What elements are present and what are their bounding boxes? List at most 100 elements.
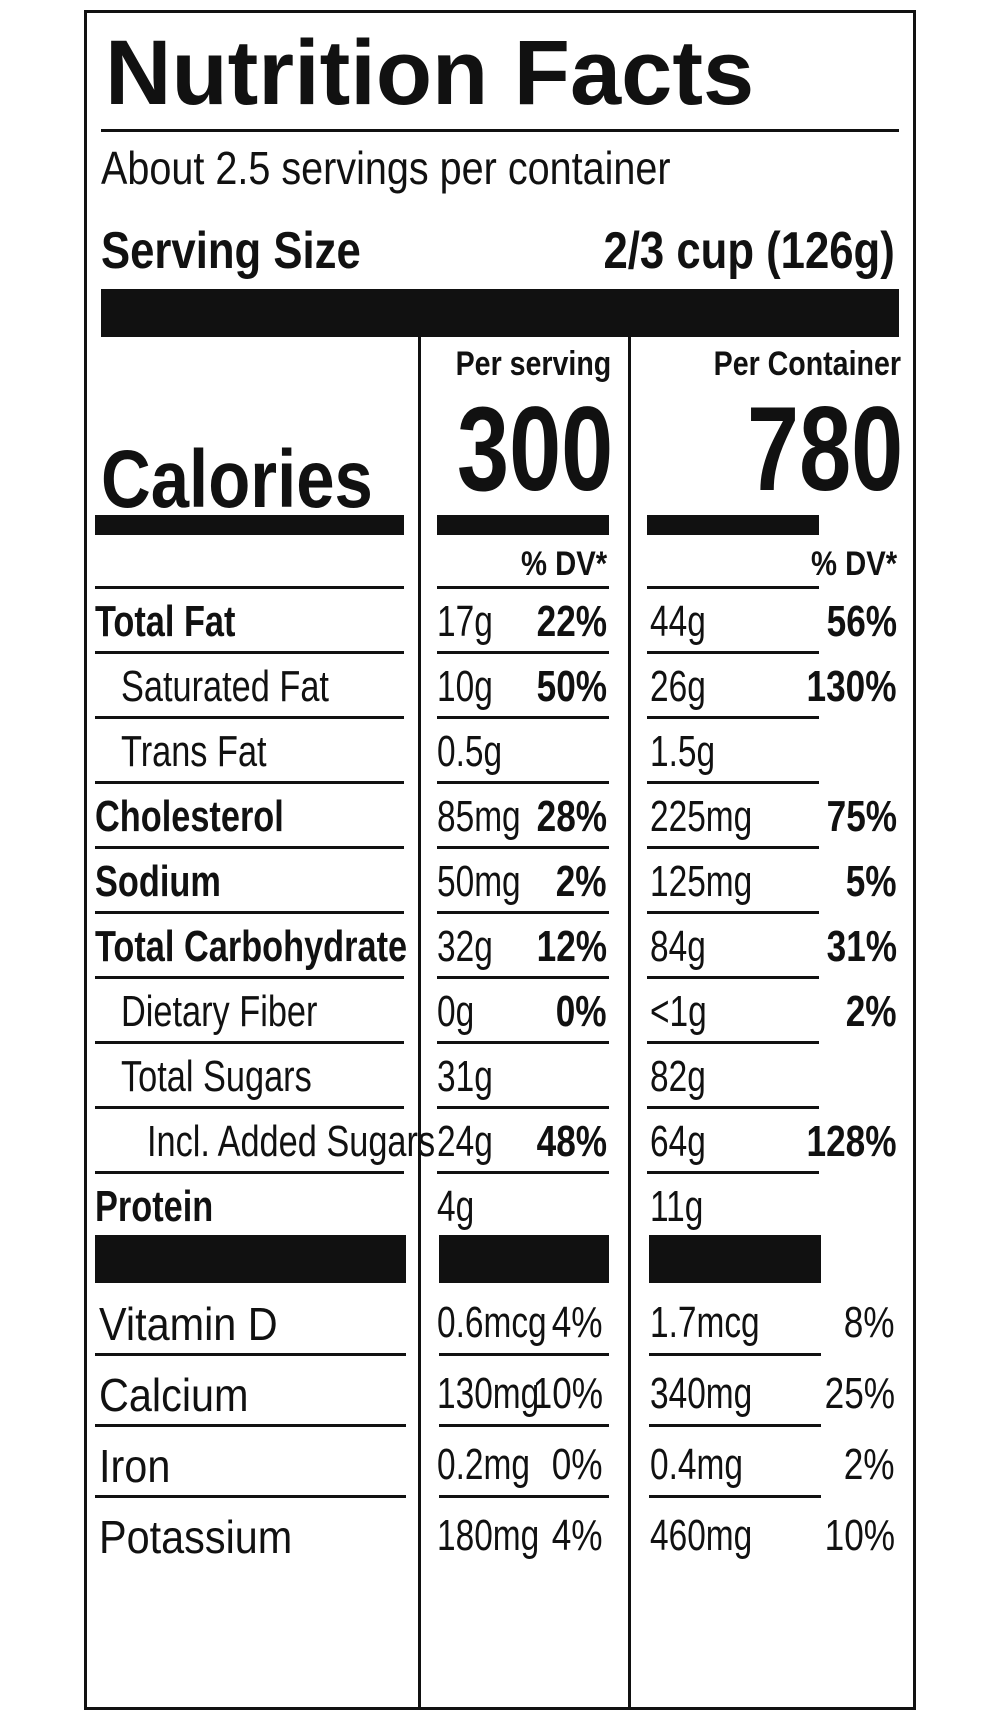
- vitamin-rule-serving: [439, 1353, 609, 1356]
- serving-dv: 28%: [536, 792, 607, 841]
- row-rule-container: [647, 716, 819, 719]
- vitamin-label: Calcium: [99, 1369, 249, 1421]
- calories-per-container: 780: [746, 382, 903, 516]
- container-amount: <1g: [650, 987, 707, 1036]
- row-rule-label: [95, 1106, 404, 1109]
- serving-amount: 10g: [437, 662, 493, 711]
- serving-dv: 12%: [536, 922, 607, 971]
- row-rule-label: [95, 716, 404, 719]
- vitamin-rule-serving: [439, 1495, 609, 1498]
- nutrient-label: Total Fat: [95, 597, 236, 646]
- calories-per-serving: 300: [456, 382, 613, 516]
- row-rule-serving: [437, 911, 609, 914]
- container-dv: 31%: [826, 922, 897, 971]
- container-amount: 1.5g: [650, 727, 716, 776]
- nutrition-facts-panel: Nutrition Facts About 2.5 servings per c…: [84, 10, 916, 1710]
- calories-bar-container: [647, 515, 819, 535]
- container-amount: 64g: [650, 1117, 706, 1166]
- nutrient-label: Total Carbohydrate: [95, 922, 408, 971]
- container-dv: 5%: [846, 857, 897, 906]
- row-rule-container: [647, 1106, 819, 1109]
- vitamin-rule-label: [95, 1424, 406, 1427]
- vitamin-rule-container: [649, 1353, 821, 1356]
- container-dv: 2%: [846, 987, 897, 1036]
- nutrient-label: Saturated Fat: [121, 662, 329, 711]
- row-rule-container: [647, 781, 819, 784]
- row-rule-label: [95, 1041, 404, 1044]
- serving-amount: 4g: [437, 1182, 475, 1231]
- vitamin-serving-amount: 130mg: [437, 1369, 540, 1418]
- row-rule-container: [647, 846, 819, 849]
- nutrient-label: Cholesterol: [95, 792, 284, 841]
- vitamin-rule-container: [649, 1424, 821, 1427]
- vitamin-label: Vitamin D: [99, 1298, 278, 1350]
- vitamin-container-amount: 1.7mcg: [650, 1298, 760, 1347]
- vitamin-rule-container: [649, 1495, 821, 1498]
- container-amount: 44g: [650, 597, 706, 646]
- per-serving-header: Per serving: [455, 345, 611, 383]
- vitamin-serving-dv: 0%: [552, 1440, 603, 1489]
- serving-dv: 48%: [536, 1117, 607, 1166]
- row-rule-container: [647, 651, 819, 654]
- container-amount: 82g: [650, 1052, 706, 1101]
- row-rule-container: [647, 1041, 819, 1044]
- row-rule-label: [95, 976, 404, 979]
- row-rule-serving: [437, 1106, 609, 1109]
- nutrient-label: Sodium: [95, 857, 221, 906]
- serving-dv: 2%: [556, 857, 607, 906]
- vitamin-rule-label: [95, 1495, 406, 1498]
- vitamin-label: Potassium: [99, 1511, 293, 1563]
- row-rule-container: [647, 911, 819, 914]
- container-amount: 84g: [650, 922, 706, 971]
- vitamin-container-dv: 2%: [844, 1440, 895, 1489]
- title-divider: [101, 129, 899, 132]
- vitamin-container-amount: 0.4mg: [650, 1440, 743, 1489]
- container-dv: 75%: [826, 792, 897, 841]
- nutrient-label: Incl. Added Sugars: [147, 1117, 436, 1166]
- serving-amount: 85mg: [437, 792, 521, 841]
- vitamin-serving-amount: 0.2mg: [437, 1440, 530, 1489]
- serving-size-value: 2/3 cup (126g): [603, 222, 895, 280]
- row-rule-serving: [437, 976, 609, 979]
- dv-header-container: % DV*: [810, 545, 897, 583]
- vitamin-container-dv: 10%: [824, 1511, 895, 1560]
- row-rule-container: [647, 976, 819, 979]
- calories-bar-label: [95, 515, 404, 535]
- vitamin-serving-dv: 10%: [532, 1369, 603, 1418]
- serving-amount: 31g: [437, 1052, 493, 1101]
- vitamin-container-amount: 340mg: [650, 1369, 753, 1418]
- vitamin-serving-dv: 4%: [552, 1511, 603, 1560]
- vitamin-rule-label: [95, 1353, 406, 1356]
- container-dv: 130%: [806, 662, 897, 711]
- container-dv: 128%: [806, 1117, 897, 1166]
- serving-amount: 32g: [437, 922, 493, 971]
- serving-amount: 50mg: [437, 857, 521, 906]
- row-rule-container: [647, 586, 819, 589]
- row-rule-label: [95, 781, 404, 784]
- calories-bar-serving: [437, 515, 609, 535]
- row-rule-label: [95, 846, 404, 849]
- calories-label: Calories: [101, 434, 373, 525]
- row-rule-label: [95, 911, 404, 914]
- column-divider-left: [418, 337, 421, 1707]
- row-rule-serving: [437, 586, 609, 589]
- nutrient-label: Total Sugars: [121, 1052, 312, 1101]
- per-container-header: Per Container: [713, 345, 901, 383]
- row-rule-serving: [437, 716, 609, 719]
- container-amount: 26g: [650, 662, 706, 711]
- vitamin-serving-amount: 0.6mcg: [437, 1298, 547, 1347]
- container-amount: 225mg: [650, 792, 753, 841]
- vitamin-container-dv: 8%: [844, 1298, 895, 1347]
- container-amount: 11g: [650, 1182, 704, 1231]
- row-rule-serving: [437, 846, 609, 849]
- vitamin-serving-dv: 4%: [552, 1298, 603, 1347]
- nutrient-label: Protein: [95, 1182, 214, 1231]
- vitamin-rule-serving: [439, 1424, 609, 1427]
- servings-per-container: About 2.5 servings per container: [101, 142, 671, 194]
- thick-bar-vitamins-serving: [439, 1235, 609, 1283]
- serving-amount: 24g: [437, 1117, 493, 1166]
- nutrient-label: Dietary Fiber: [121, 987, 318, 1036]
- label-title: Nutrition Facts: [105, 22, 755, 124]
- nutrient-label: Trans Fat: [121, 727, 267, 776]
- serving-amount: 17g: [437, 597, 493, 646]
